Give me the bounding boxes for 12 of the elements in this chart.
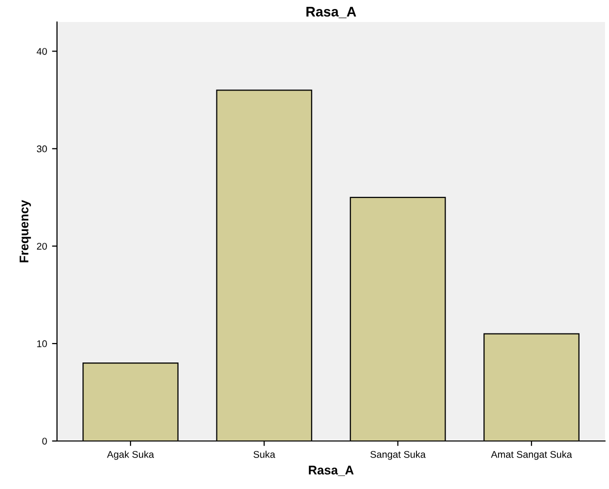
chart-title: Rasa_A	[306, 6, 356, 18]
y-tick-label: 30	[36, 145, 47, 152]
x-axis-title: Rasa_A	[308, 466, 354, 476]
x-tick-label: Suka	[254, 450, 276, 458]
y-tick-label: 20	[36, 242, 47, 250]
y-tick-label: 40	[36, 48, 47, 55]
x-tick-label: Amat Sangat Suka	[490, 450, 572, 460]
x-tick-label: Sangat Suka	[370, 450, 426, 460]
x-tick-label: Agak Suka	[107, 450, 154, 460]
y-tick-label: 10	[37, 340, 47, 348]
y-axis-title: Frequency	[20, 200, 31, 262]
y-tick-label: 0	[42, 438, 47, 445]
